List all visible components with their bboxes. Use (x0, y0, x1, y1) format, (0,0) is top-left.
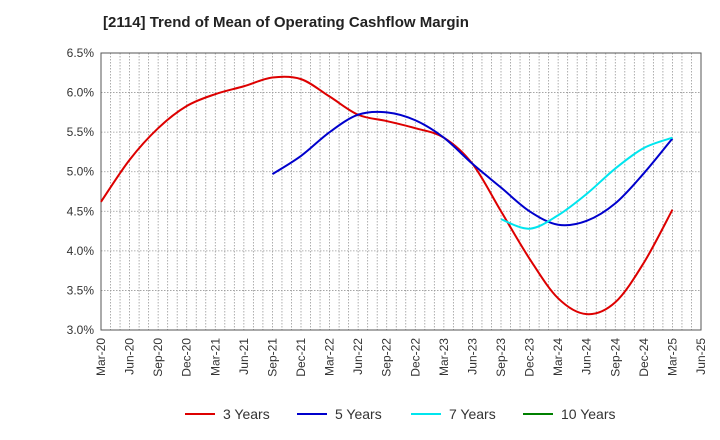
legend: 3 Years 5 Years 7 Years 10 Years (185, 406, 616, 422)
y-tick-label: 3.5% (67, 283, 95, 297)
y-tick-label: 5.5% (67, 125, 95, 139)
x-tick-label: Mar-24 (551, 338, 565, 376)
legend-label-10-years: 10 Years (561, 406, 616, 422)
x-tick-label: Mar-21 (208, 338, 222, 376)
x-tick-label: Sep-22 (380, 338, 394, 377)
x-tick-label: Dec-20 (180, 338, 194, 377)
y-tick-label: 6.5% (67, 46, 95, 60)
x-tick-label: Jun-25 (694, 338, 708, 375)
series-line-3-years (100, 75, 674, 316)
grid (101, 53, 701, 330)
legend-label-5-years: 5 Years (335, 406, 382, 422)
x-tick-label: Sep-21 (265, 338, 279, 377)
y-tick-label: 3.0% (67, 323, 95, 337)
x-tick-label: Sep-24 (608, 338, 622, 377)
x-tick-label: Mar-20 (94, 338, 108, 376)
series-line-7-years (500, 136, 673, 230)
series-line-5-years (271, 110, 674, 227)
chart-title: [2114] Trend of Mean of Operating Cashfl… (103, 14, 469, 31)
x-tick-label: Dec-21 (294, 338, 308, 377)
x-tick-label: Jun-20 (123, 338, 137, 375)
x-tick-label: Jun-21 (237, 338, 251, 375)
y-tick-label: 6.0% (67, 86, 95, 100)
y-tick-label: 4.5% (67, 204, 95, 218)
x-tick-label: Sep-20 (151, 338, 165, 377)
series-lines (100, 75, 674, 316)
plot-area-border (100, 52, 702, 331)
x-tick-label: Dec-22 (408, 338, 422, 377)
y-tick-label: 4.0% (67, 244, 95, 258)
y-tick-label: 5.0% (67, 165, 95, 179)
x-tick-label: Jun-22 (351, 338, 365, 375)
x-tick-label: Dec-23 (523, 338, 537, 377)
x-tick-label: Sep-23 (494, 338, 508, 377)
x-tick-label: Jun-23 (465, 338, 479, 375)
x-axis-ticks: Mar-20 Jun-20 Sep-20 Dec-20 Mar-21 Jun-21 Sep-… (94, 338, 708, 377)
legend-label-3-years: 3 Years (223, 406, 270, 422)
legend-label-7-years: 7 Years (449, 406, 496, 422)
x-tick-label: Mar-23 (437, 338, 451, 376)
x-tick-label: Dec-24 (637, 338, 651, 377)
x-tick-label: Jun-24 (580, 338, 594, 375)
x-tick-label: Mar-25 (665, 338, 679, 376)
x-tick-label: Mar-22 (323, 338, 337, 376)
y-axis-ticks: 3.0% 3.5% 4.0% 4.5% 5.0% 5.5% 6.0% 6.5% (67, 46, 95, 337)
